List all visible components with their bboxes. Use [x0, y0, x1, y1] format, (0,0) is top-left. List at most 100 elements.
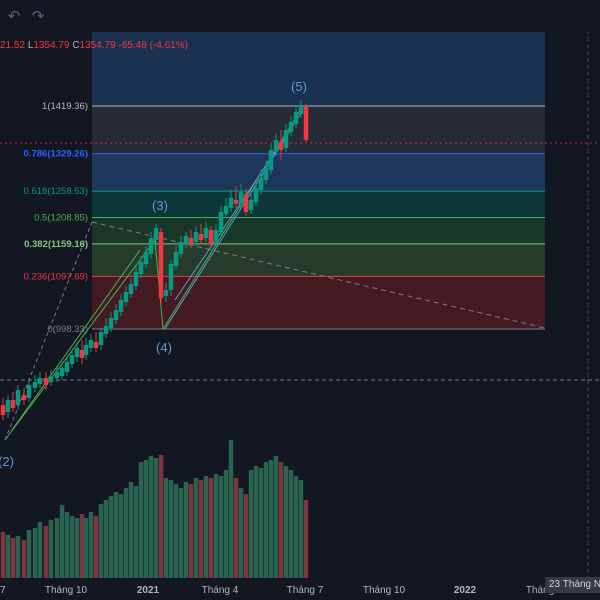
candle-body	[64, 362, 70, 372]
volume-bar	[273, 456, 279, 578]
candle-body	[213, 230, 219, 242]
candle-body	[48, 376, 54, 382]
volume-bar	[168, 480, 174, 578]
fib-level-label: 0.5(1208.85)	[34, 212, 88, 223]
volume-bar	[228, 440, 234, 578]
candle-body	[118, 300, 124, 312]
volume-bar	[163, 478, 169, 578]
volume-bar	[74, 518, 80, 578]
volume-bar	[233, 478, 239, 578]
volume-bar	[258, 468, 264, 578]
candle-body	[188, 238, 194, 244]
candle-body	[153, 228, 159, 240]
candle-body	[93, 342, 99, 348]
volume-bar	[83, 518, 89, 578]
time-tick-label: Tháng	[526, 585, 554, 596]
volume-bar	[26, 530, 32, 578]
fib-zone	[92, 106, 545, 154]
volume-bar	[128, 482, 134, 578]
close-key: C	[72, 40, 80, 51]
projection-line	[91, 221, 546, 329]
volume-bar	[298, 480, 304, 578]
candle-body	[98, 332, 104, 345]
candle-body	[163, 290, 169, 296]
volume-bar	[123, 488, 129, 578]
time-tick-label: Tháng 7	[287, 585, 324, 596]
volume-bar	[173, 484, 179, 578]
candle-body	[108, 318, 114, 328]
volume-bar	[118, 494, 124, 578]
candle-body	[238, 192, 244, 204]
volume-bar	[0, 532, 6, 578]
volume-bar	[183, 482, 189, 578]
volume-bar	[108, 496, 114, 578]
volume-bar	[79, 514, 85, 578]
volume-bar	[5, 535, 11, 578]
volume-bar	[133, 486, 139, 578]
volume-bar	[178, 488, 184, 578]
volume-bar	[248, 470, 254, 578]
candle-body	[248, 200, 254, 210]
volume-bar	[69, 516, 75, 578]
fib-zone	[92, 191, 545, 218]
candle-body	[293, 112, 299, 124]
toolbar: ↶ ↷	[0, 0, 600, 32]
fib-zones	[92, 30, 545, 329]
fib-level-label: 0.382(1159.16)	[24, 239, 88, 250]
fib-zone	[92, 243, 545, 277]
fib-level-label: 0(998.33)	[47, 324, 88, 335]
candle-body	[83, 345, 89, 355]
chart-grid	[0, 30, 600, 580]
volume-bar	[48, 520, 54, 578]
trend-lines	[4, 105, 546, 441]
volume-bar	[98, 504, 104, 578]
wave-label: (2)	[0, 454, 14, 469]
candle-body	[173, 252, 179, 266]
candle-body	[69, 355, 75, 364]
candle-body	[148, 238, 154, 254]
fib-zone	[92, 153, 545, 192]
candle-body	[268, 150, 274, 170]
volume-bar	[153, 458, 159, 578]
volume-bar	[223, 470, 229, 578]
volume-bar	[198, 480, 204, 578]
candle-body	[283, 130, 289, 148]
candle-body	[37, 378, 43, 384]
fib-level-label: 0.236(1097.69)	[24, 271, 88, 282]
fib-level-label: 0.618(1258.53)	[24, 186, 88, 197]
fib-zone	[92, 217, 545, 244]
candle-body	[193, 232, 199, 242]
ohlc-legend: 21.52 L1354.79 C1354.79 -65.48 (-4.61%)	[0, 40, 188, 51]
fib-zone	[92, 276, 545, 329]
volume-bar	[303, 500, 309, 578]
low-value: 1354.79	[33, 40, 70, 51]
high-value: 21.52	[0, 40, 26, 51]
low-key: L	[27, 40, 34, 51]
candle-body	[138, 262, 144, 274]
candle-body	[168, 264, 174, 290]
crosshair-date-label: 23 Tháng N	[545, 577, 600, 593]
candle-body	[143, 252, 149, 264]
time-axis-bg	[0, 578, 600, 600]
close-value: 1354.79	[79, 40, 116, 51]
volume-bar	[54, 518, 60, 578]
candle-body	[158, 232, 164, 298]
volume-bar	[43, 526, 49, 578]
candle-body	[288, 122, 294, 132]
volume-bar	[253, 466, 259, 578]
volume-bar	[188, 484, 194, 578]
candle-body	[273, 140, 279, 152]
undo-icon[interactable]: ↶	[7, 7, 21, 25]
candle-body	[43, 378, 49, 385]
volume-bar	[238, 488, 244, 578]
volume-bar	[293, 476, 299, 578]
volume-bar	[268, 460, 274, 578]
volume-bar	[193, 478, 199, 578]
volume-bar	[218, 476, 224, 578]
volume-bar	[143, 460, 149, 578]
redo-icon[interactable]: ↷	[31, 7, 45, 25]
time-tick-label: Tháng 10	[45, 585, 88, 596]
time-tick-label: 7	[0, 585, 6, 596]
candle-body	[10, 400, 16, 408]
